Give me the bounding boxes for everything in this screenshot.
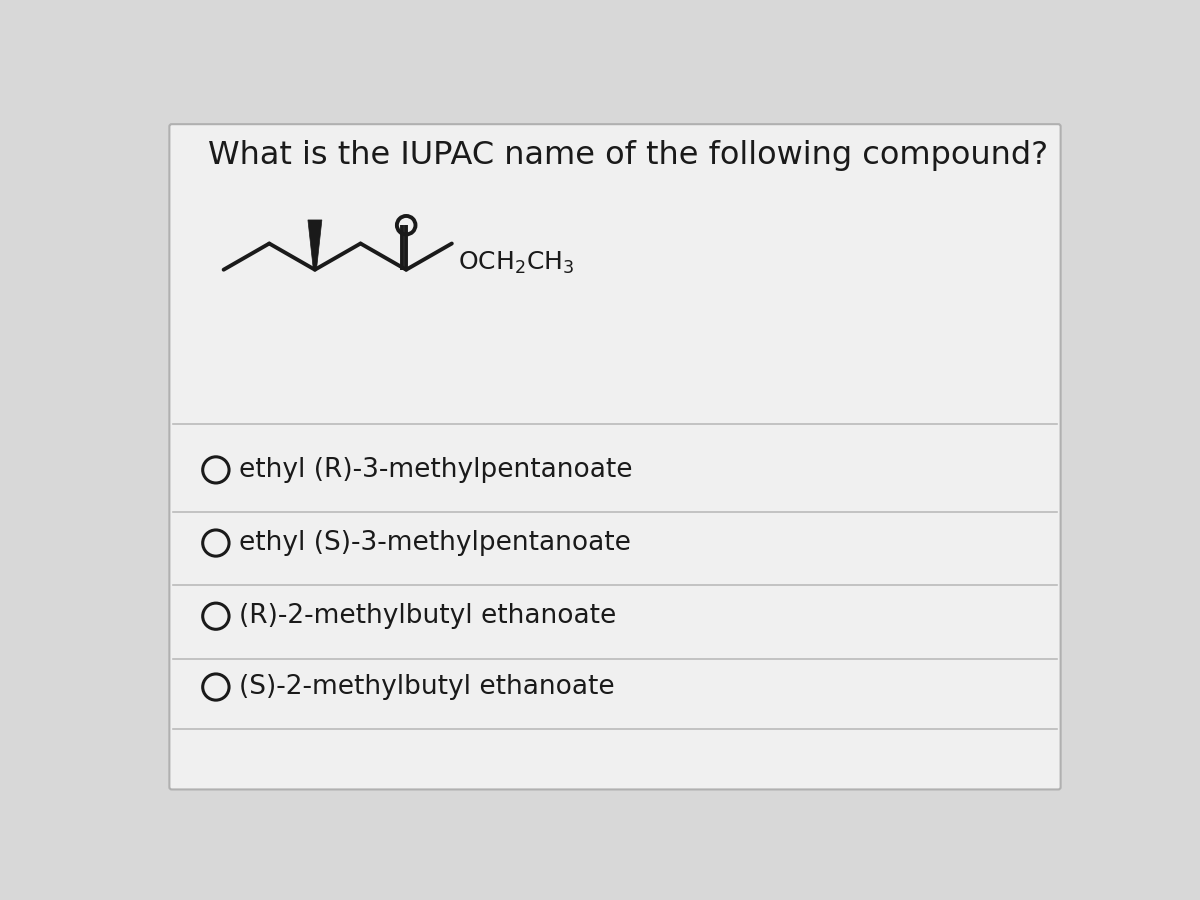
Text: ethyl (S)-3-methylpentanoate: ethyl (S)-3-methylpentanoate — [239, 530, 631, 556]
Text: ethyl (R)-3-methylpentanoate: ethyl (R)-3-methylpentanoate — [239, 457, 632, 483]
Polygon shape — [308, 220, 322, 270]
FancyBboxPatch shape — [169, 124, 1061, 789]
Text: (S)-2-methylbutyl ethanoate: (S)-2-methylbutyl ethanoate — [239, 674, 614, 700]
Text: (R)-2-methylbutyl ethanoate: (R)-2-methylbutyl ethanoate — [239, 603, 617, 629]
Text: OCH$_2$CH$_3$: OCH$_2$CH$_3$ — [458, 249, 575, 276]
Text: What is the IUPAC name of the following compound?: What is the IUPAC name of the following … — [208, 140, 1049, 171]
